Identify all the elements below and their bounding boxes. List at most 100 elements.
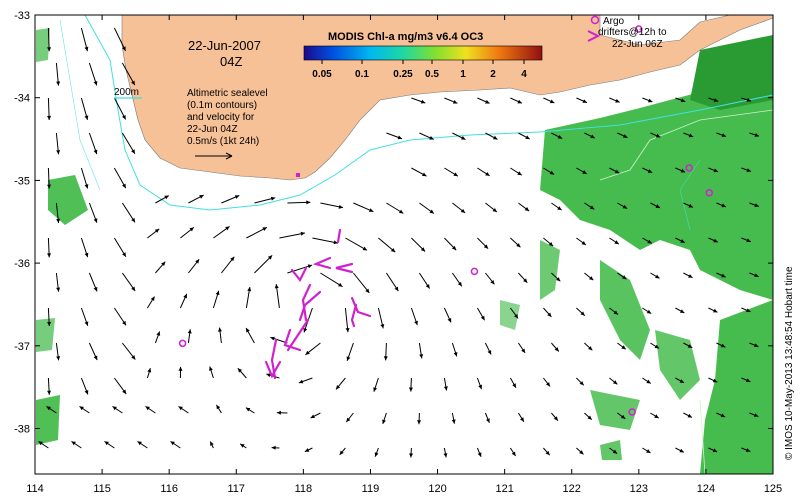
- velocity-arrow-head: [457, 281, 462, 287]
- velocity-arrow-head: [429, 209, 434, 214]
- velocity-arrow-head: [414, 320, 418, 326]
- argo-legend: Argo drifters@12h to 22-Jun 06Z: [587, 15, 667, 50]
- velocity-arrow-head: [380, 324, 385, 329]
- velocity-arrow-head: [493, 135, 498, 140]
- velocity-arrow-head: [93, 149, 98, 155]
- velocity-arrow-head: [646, 449, 651, 453]
- velocity-arrow-head: [47, 47, 52, 52]
- velocity-arrow-head: [56, 356, 61, 361]
- velocity-arrow-head: [461, 135, 466, 140]
- velocity-arrow-head: [581, 241, 586, 246]
- velocity-arrow: [353, 272, 370, 294]
- velocity-arrow-head: [713, 308, 718, 313]
- velocity-arrow-head: [303, 327, 308, 333]
- velocity-arrow-head: [338, 204, 343, 209]
- velocity-arrow-head: [655, 274, 660, 279]
- velocity-arrow-head: [425, 284, 430, 289]
- velocity-arrow-head: [713, 168, 719, 173]
- colorbar: [303, 45, 543, 61]
- velocity-arrow-head: [647, 98, 653, 103]
- velocity-arrow-head: [647, 239, 652, 244]
- velocity-arrow-head: [580, 311, 585, 316]
- velocity-arrow: [275, 284, 280, 309]
- legend-line-1: Altimetric sealevel: [187, 88, 268, 99]
- velocity-arrow-head: [745, 378, 751, 383]
- velocity-arrow-head: [582, 99, 587, 103]
- velocity-arrow-head: [156, 331, 161, 336]
- velocity-arrow: [345, 237, 368, 251]
- velocity-arrow-head: [131, 355, 136, 360]
- velocity-arrow-head: [545, 382, 551, 387]
- velocity-arrow-head: [549, 170, 555, 175]
- isobath-offshore: [59, 19, 701, 231]
- velocity-arrow-head: [47, 184, 52, 189]
- velocity-arrow-head: [485, 99, 490, 104]
- velocity-arrow-head: [147, 368, 152, 373]
- velocity-arrow-head: [47, 115, 52, 120]
- argo-float-marker: [628, 408, 636, 416]
- velocity-arrow-head: [199, 195, 204, 199]
- velocity-arrow-head: [84, 321, 89, 326]
- velocity-arrow-head: [680, 239, 685, 243]
- velocity-arrow-head: [745, 448, 751, 452]
- velocity-arrow-head: [545, 450, 550, 456]
- velocity-arrow-head: [754, 343, 759, 348]
- drifters-label-1: drifters@12h to: [598, 27, 667, 38]
- scale-arrow-head: [225, 152, 233, 160]
- velocity-arrow-head: [304, 448, 310, 452]
- velocity-arrow-head: [368, 208, 374, 212]
- colorbar-ticks: 0.05 0.1 0.25 0.5 1 2 4: [312, 60, 527, 80]
- velocity-arrow-head: [245, 407, 251, 412]
- velocity-arrow-head: [553, 416, 558, 421]
- velocity-arrow-head: [246, 328, 250, 333]
- velocity-arrow-head: [612, 380, 618, 385]
- velocity-arrow-head: [56, 287, 61, 292]
- velocity-arrow-head: [216, 404, 221, 410]
- coast-marker: [296, 173, 300, 177]
- x-tick-label: 120: [428, 483, 446, 495]
- velocity-arrow-head: [514, 314, 519, 319]
- colorbar-tick-label: 2: [490, 69, 496, 80]
- velocity-arrow-head: [262, 227, 267, 231]
- y-tick-label: -36: [14, 258, 30, 270]
- velocity-arrow-head: [209, 366, 213, 371]
- velocity-arrow-head: [300, 231, 305, 236]
- x-tick-label: 119: [362, 483, 380, 495]
- velocity-arrow-head: [56, 150, 61, 155]
- velocity-arrow-head: [614, 169, 620, 174]
- velocity-arrow-head: [613, 310, 619, 315]
- velocity-arrow-head: [579, 450, 584, 455]
- velocity-arrow-head: [429, 135, 434, 140]
- velocity-arrow-head: [84, 252, 89, 258]
- velocity-arrow-head: [582, 170, 587, 174]
- drifter-legend-marker: [587, 30, 601, 42]
- velocity-arrow-head: [122, 320, 127, 326]
- velocity-arrow: [121, 62, 136, 86]
- velocity-arrow-head: [712, 378, 718, 383]
- velocity-arrow-head: [145, 406, 150, 411]
- argo-float-marker: [178, 339, 187, 348]
- velocity-legend: Altimetric sealevel (0.1m contours) and …: [187, 88, 268, 160]
- product-title: MODIS Chl-a mg/m3 v6.4 OC3: [328, 31, 483, 43]
- scale-label: 0.5m/s (1kt 24h): [187, 136, 259, 147]
- colorbar-tick-label: 0.5: [425, 69, 439, 80]
- drifter-tracks: [264, 228, 372, 380]
- velocity-arrow-head: [523, 278, 528, 283]
- velocity-arrow-head: [47, 253, 52, 258]
- velocity-arrow-head: [679, 448, 684, 453]
- velocity-arrow-head: [93, 80, 98, 86]
- velocity-arrow-head: [161, 261, 166, 267]
- velocity-arrow-head: [93, 218, 98, 223]
- velocity-arrow-head: [374, 452, 379, 457]
- velocity-arrow-head: [137, 441, 142, 446]
- velocity-arrow-head: [307, 264, 313, 269]
- velocity-arrow-head: [420, 247, 426, 252]
- velocity-arrow-head: [746, 97, 752, 102]
- velocity-arrow-head: [720, 413, 726, 418]
- velocity-arrow-head: [487, 350, 492, 355]
- velocity-arrow-head: [47, 321, 52, 327]
- velocity-arrow-head: [622, 204, 628, 209]
- velocity-arrow-head: [621, 345, 626, 350]
- map-date: 22-Jun-2007: [188, 38, 261, 53]
